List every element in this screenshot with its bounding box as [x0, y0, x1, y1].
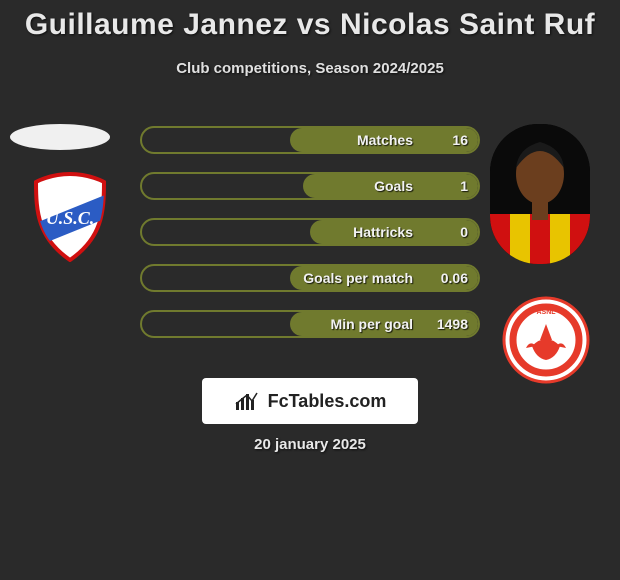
bar-chart-icon: [234, 390, 260, 412]
stat-value: 0.06: [441, 266, 468, 290]
player2-photo: [490, 124, 590, 264]
player1-club-initials: U.S.C.: [46, 208, 95, 228]
stat-value: 1498: [437, 312, 468, 336]
stat-row: Matches 16: [140, 126, 480, 154]
player2-club-badge: ASNL: [502, 296, 590, 384]
site-name: FcTables.com: [268, 391, 387, 412]
stat-row: Goals 1: [140, 172, 480, 200]
stat-row: Goals per match 0.06: [140, 264, 480, 292]
stat-label: Matches: [142, 128, 423, 152]
stat-label: Goals per match: [142, 266, 423, 290]
player1-photo-placeholder: [10, 124, 110, 150]
snapshot-date: 20 january 2025: [0, 436, 620, 453]
stat-value: 0: [460, 220, 468, 244]
stat-label: Goals: [142, 174, 423, 198]
comparison-title: Guillaume Jannez vs Nicolas Saint Ruf: [0, 0, 620, 42]
competition-subtitle: Club competitions, Season 2024/2025: [0, 60, 620, 77]
site-logo-box[interactable]: FcTables.com: [202, 378, 418, 424]
stat-value: 16: [452, 128, 468, 152]
stat-row: Hattricks 0: [140, 218, 480, 246]
stat-label: Hattricks: [142, 220, 423, 244]
player2-club-initials: ASNL: [536, 309, 556, 316]
stat-row: Min per goal 1498: [140, 310, 480, 338]
stats-container: Matches 16 Goals 1 Hattricks 0 Goals per match…: [140, 126, 480, 356]
stat-value: 1: [460, 174, 468, 198]
player1-club-badge: U.S.C.: [32, 172, 108, 262]
stat-label: Min per goal: [142, 312, 423, 336]
